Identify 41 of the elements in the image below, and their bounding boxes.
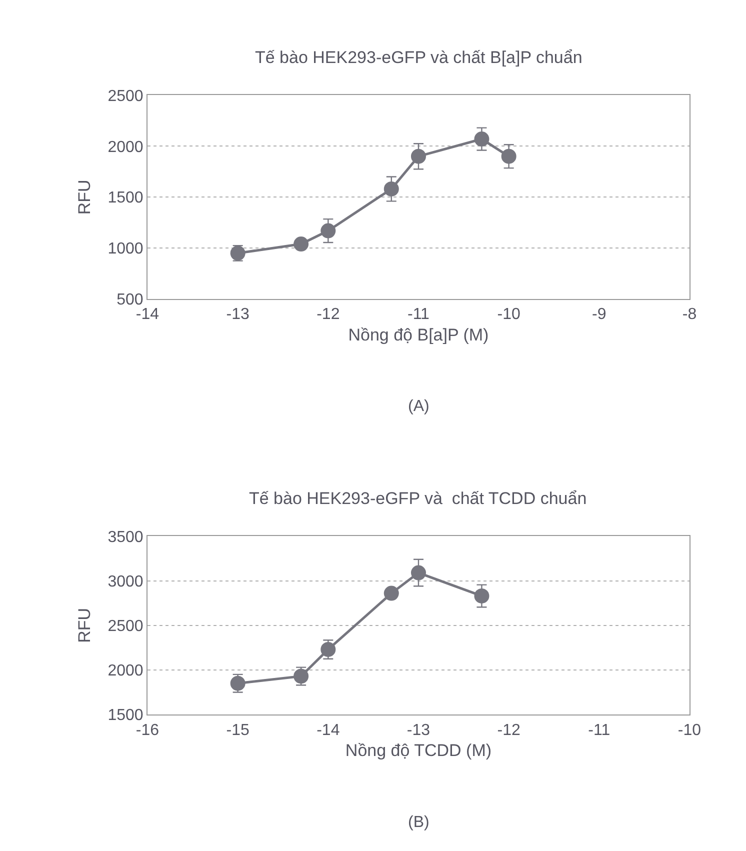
x-tick-label: -13 (406, 722, 430, 739)
x-tick-label: -11 (588, 722, 610, 739)
chart-title: Tế bào HEK293-eGFP và chất B[a]P chuẩn (255, 48, 582, 67)
point (501, 148, 516, 164)
point (384, 181, 399, 196)
y-tick-label: 1500 (108, 707, 144, 724)
y-tick-label: 2500 (108, 618, 144, 635)
x-tick-label: -8 (682, 306, 697, 324)
x-tick-label: -11 (408, 306, 430, 324)
x-tick-label: -9 (592, 306, 606, 324)
x-tick-label: -13 (226, 306, 250, 324)
y-axis-title: RFU (75, 180, 94, 215)
x-tick-label: -15 (226, 722, 250, 739)
point (384, 586, 399, 601)
y-tick-label: 2500 (108, 88, 144, 105)
point (410, 565, 426, 580)
y-tick-label: 3500 (108, 528, 144, 546)
y-tick-label: 3000 (108, 573, 144, 590)
x-tick-label: -16 (136, 722, 160, 739)
x-tick-label: -12 (497, 722, 520, 739)
point (410, 148, 426, 164)
chart-title: Tế bào HEK293-eGFP và chất TCDD chuẩn (249, 489, 587, 508)
text: (A) (408, 398, 430, 415)
x-tick-label: -14 (136, 306, 160, 324)
y-axis-title: RFU (75, 608, 94, 643)
x-tick-label: -14 (316, 722, 340, 739)
y-tick-label: 1500 (108, 190, 144, 207)
y-tick-label: 2000 (108, 138, 144, 156)
y-tick-label: 1000 (108, 240, 144, 258)
point (320, 223, 336, 238)
x-axis-title: Nồng độ TCDD (M) (345, 741, 492, 760)
x-tick-label: -12 (316, 306, 340, 324)
point (474, 132, 490, 147)
y-tick-label: 500 (116, 292, 144, 309)
text: (B) (408, 814, 430, 831)
x-tick-label: -10 (497, 306, 520, 324)
x-tick-label: -10 (678, 722, 702, 739)
point (474, 588, 490, 604)
x-axis-title: Nồng độ B[a]P (M) (348, 326, 489, 345)
point (294, 236, 309, 252)
y-tick-label: 2000 (108, 662, 144, 680)
